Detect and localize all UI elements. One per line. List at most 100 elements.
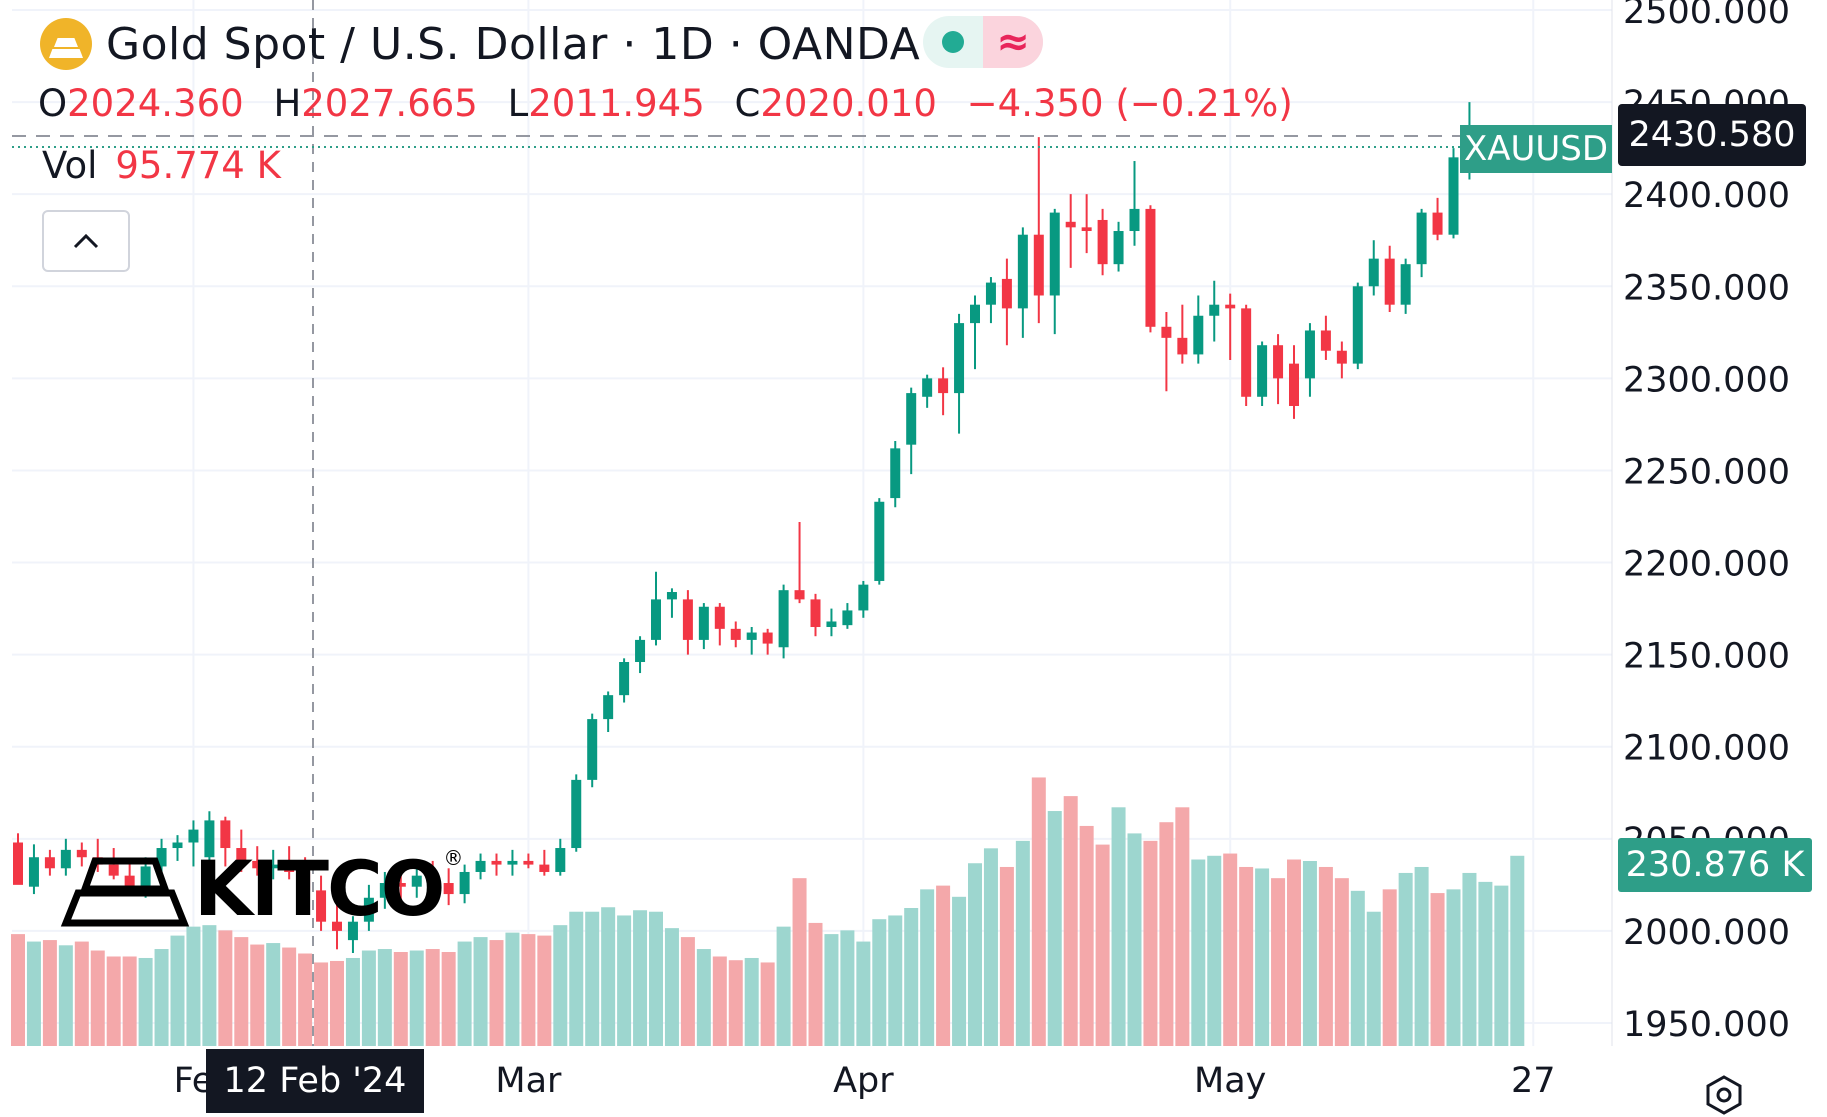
- candle: [1017, 227, 1028, 338]
- candle: [1225, 293, 1236, 360]
- candle: [268, 849, 279, 880]
- candle: [1113, 221, 1124, 272]
- candle: [1432, 197, 1443, 241]
- open-label: O: [38, 82, 68, 125]
- candle: [1241, 304, 1252, 406]
- candle-body: [714, 606, 725, 629]
- collapse-legend-button[interactable]: [42, 210, 130, 272]
- kitco-logo-icon: [60, 857, 190, 927]
- volume-bar: [696, 949, 711, 1046]
- candle: [1448, 148, 1459, 239]
- candle-body: [459, 871, 470, 895]
- candle-body: [938, 378, 949, 394]
- candle-body: [28, 857, 39, 887]
- candle: [13, 833, 23, 885]
- candle: [236, 829, 247, 872]
- volume-bar: [537, 935, 552, 1046]
- candle: [906, 387, 917, 475]
- candle: [379, 871, 390, 909]
- candle-body: [236, 848, 247, 861]
- candle-body: [842, 610, 853, 626]
- candle-body: [220, 820, 231, 849]
- volume-bar: [489, 940, 504, 1046]
- time-tick-label: 27: [1511, 1061, 1556, 1101]
- candle: [252, 846, 263, 876]
- candle-body: [682, 599, 693, 640]
- hexagon-settings-icon[interactable]: [1702, 1073, 1746, 1117]
- close-value: 2020.010: [760, 82, 937, 125]
- candle: [1145, 205, 1156, 333]
- price-tick-label: 2250.000: [1623, 452, 1790, 492]
- candle: [1384, 245, 1395, 313]
- candle-body: [268, 864, 279, 869]
- volume-bar: [11, 934, 25, 1046]
- candle-body: [571, 779, 582, 849]
- volume-bar: [1207, 855, 1222, 1046]
- candle-body: [156, 848, 167, 867]
- volume-bars: [11, 777, 1525, 1046]
- volume-bar: [744, 957, 759, 1046]
- change-value: −4.350 (−0.21%): [966, 82, 1293, 125]
- volume-bar: [1462, 872, 1477, 1046]
- candle-body: [1368, 258, 1379, 287]
- symbol-header[interactable]: Gold Spot / U.S. Dollar · 1D · OANDA: [40, 14, 920, 74]
- price-tick-label: 2150.000: [1623, 637, 1790, 677]
- volume-bar: [1031, 777, 1046, 1046]
- candle-body: [587, 719, 598, 780]
- candle-body: [1065, 221, 1076, 228]
- candle: [1049, 208, 1060, 335]
- candle-body: [316, 890, 327, 922]
- candle-body: [284, 864, 295, 872]
- volume-bar: [968, 863, 982, 1046]
- volume-bar: [1063, 796, 1078, 1046]
- volume-bar: [936, 885, 951, 1046]
- volume-bar: [266, 943, 281, 1046]
- candle: [284, 846, 295, 880]
- status-pill[interactable]: ≈: [923, 16, 1043, 68]
- low-value: 2011.945: [528, 82, 705, 125]
- candle-body: [1001, 278, 1012, 309]
- ticker-label: XAUUSD: [1460, 125, 1612, 173]
- volume-bar: [1334, 878, 1349, 1046]
- volume-value: 95.774 K: [115, 144, 281, 187]
- candle-body: [76, 849, 87, 858]
- volume-bar: [1111, 807, 1126, 1046]
- volume-bar: [425, 949, 440, 1046]
- candle-body: [124, 875, 135, 887]
- candle-body: [1225, 304, 1236, 309]
- candle-body: [475, 860, 486, 872]
- price-tick-label: 2400.000: [1623, 176, 1790, 216]
- candle-body: [1097, 219, 1108, 265]
- candle-body: [1209, 304, 1220, 316]
- volume-bar: [521, 934, 536, 1046]
- candle: [427, 860, 438, 891]
- price-tick-label: 2100.000: [1623, 729, 1790, 769]
- kitco-watermark: KITCO ®: [60, 846, 463, 927]
- candle: [443, 868, 454, 906]
- candle-body: [140, 866, 151, 887]
- volume-bar: [282, 947, 297, 1046]
- candle: [411, 864, 422, 898]
- volume-bar: [760, 962, 775, 1046]
- symbol-title[interactable]: Gold Spot / U.S. Dollar · 1D · OANDA: [106, 18, 921, 70]
- candle-body: [1257, 345, 1268, 397]
- volume-bar: [1175, 807, 1190, 1046]
- volume-bar: [633, 910, 648, 1046]
- candle-body: [874, 501, 885, 581]
- candle-body: [252, 860, 263, 869]
- volume-label: Vol: [42, 144, 98, 187]
- wave-icon[interactable]: ≈: [983, 16, 1043, 68]
- volume-bar: [1239, 866, 1254, 1046]
- volume-bar: [569, 911, 584, 1046]
- volume-bar: [298, 953, 313, 1046]
- candle: [1081, 194, 1092, 254]
- candle: [890, 440, 901, 508]
- candle-body: [108, 864, 119, 876]
- candle-body: [363, 897, 374, 922]
- volume-bar: [952, 896, 967, 1046]
- volume-bar: [234, 937, 249, 1046]
- chevron-up-icon: [73, 233, 99, 249]
- candle: [1320, 315, 1331, 360]
- candle-body: [1400, 264, 1411, 305]
